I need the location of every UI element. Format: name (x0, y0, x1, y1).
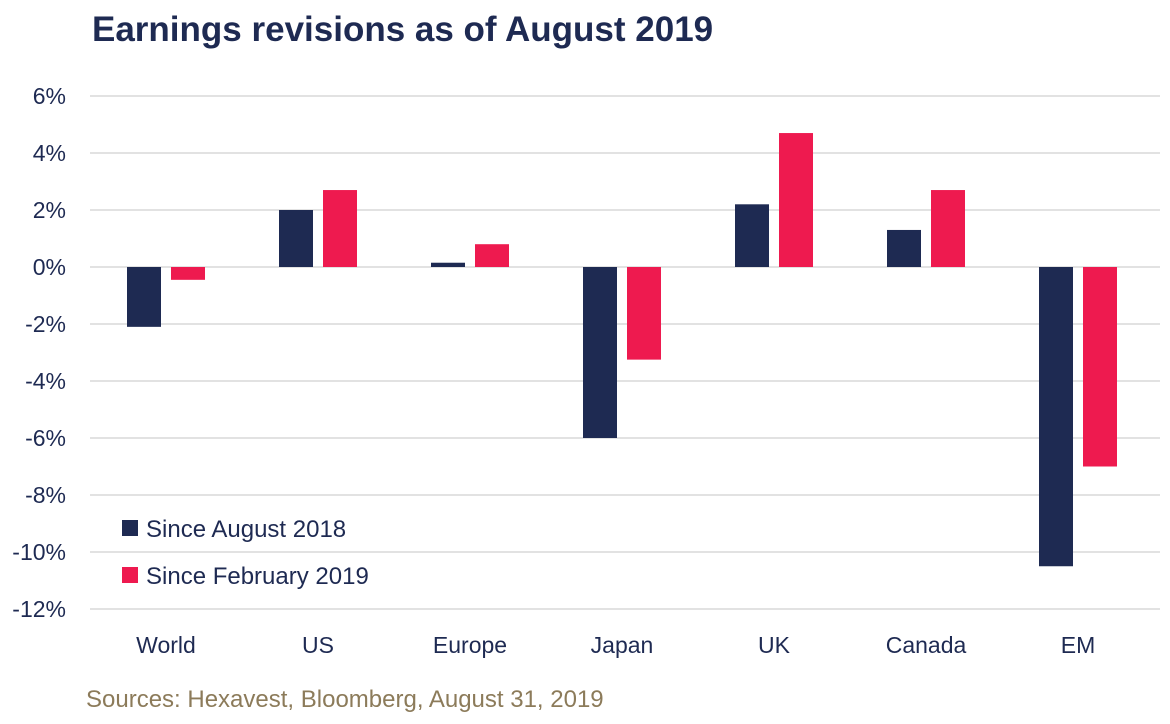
bar-em-series-1 (1039, 267, 1073, 567)
chart-title: Earnings revisions as of August 2019 (92, 10, 714, 49)
x-tick-label: Japan (591, 632, 654, 658)
x-tick-label: EM (1061, 632, 1096, 658)
bar-canada-series-1 (887, 229, 921, 267)
bar-uk-series-2 (779, 133, 813, 267)
bar-em-series-2 (1083, 267, 1117, 467)
bar-japan-series-2 (627, 267, 661, 360)
legend-label: Since February 2019 (146, 563, 369, 590)
bar-world-series-2 (171, 267, 205, 280)
bar-us-series-1 (279, 210, 313, 267)
bars (127, 133, 1117, 567)
gridlines (90, 95, 1160, 610)
y-tick-label: 4% (33, 140, 66, 166)
y-tick-label: -8% (25, 482, 66, 508)
x-tick-label: World (136, 632, 196, 658)
y-tick-label: -6% (25, 425, 66, 451)
legend-swatch (122, 567, 138, 583)
bar-europe-series-1 (431, 262, 465, 267)
source-note: Sources: Hexavest, Bloomberg, August 31,… (86, 686, 604, 713)
y-tick-label: -10% (12, 539, 66, 565)
legend: Since August 2018 Since February 2019 (122, 516, 369, 590)
x-tick-label: Canada (886, 632, 967, 658)
x-tick-label: US (302, 632, 334, 658)
bar-us-series-2 (323, 190, 357, 267)
legend-label: Since August 2018 (146, 516, 346, 543)
legend-swatch (122, 520, 138, 536)
y-tick-label: -12% (12, 596, 66, 622)
bar-japan-series-1 (583, 267, 617, 438)
bar-europe-series-2 (475, 244, 509, 267)
bar-world-series-1 (127, 267, 161, 327)
y-tick-label: -2% (25, 311, 66, 337)
y-tick-label: 2% (33, 197, 66, 223)
x-tick-label: UK (758, 632, 791, 658)
bar-canada-series-2 (931, 190, 965, 267)
y-axis-ticks: 6% 4% 2% 0% -2% -4% -6% -8% -10% -12% (12, 83, 66, 622)
bar-uk-series-1 (735, 204, 769, 267)
y-tick-label: 6% (33, 83, 66, 109)
y-tick-label: 0% (33, 254, 66, 280)
y-tick-label: -4% (25, 368, 66, 394)
x-axis-ticks: World US Europe Japan UK Canada EM (136, 632, 1095, 658)
x-tick-label: Europe (433, 632, 507, 658)
